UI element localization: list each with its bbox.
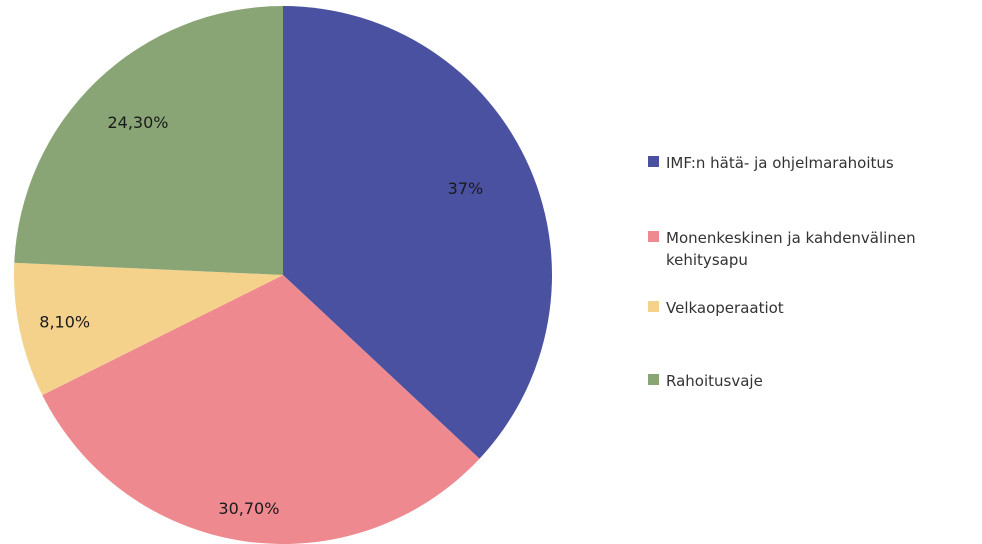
legend-label-imf: IMF:n hätä- ja ohjelmarahoitus — [666, 154, 894, 172]
pie-data-labels: 37% 30,70% 8,10% 24,30% — [39, 113, 483, 518]
legend-label-kehitysapu: Monenkeskinen ja kahdenvälinen kehitysap… — [666, 229, 916, 269]
data-label-kehitysapu: 30,70% — [218, 499, 279, 518]
legend-label-velkaoperaatiot: Velkaoperaatiot — [666, 299, 784, 317]
legend-swatch-imf — [648, 156, 659, 167]
data-label-velkaoperaatiot: 8,10% — [39, 312, 90, 331]
pie-slices — [14, 6, 553, 544]
legend-item-velkaoperaatiot: Velkaoperaatiot — [648, 297, 966, 319]
legend-swatch-kehitysapu — [648, 231, 659, 242]
pie-slice-imf — [283, 6, 553, 459]
data-label-imf: 37% — [448, 179, 484, 198]
pie-slice-kehitysapu — [42, 275, 480, 544]
legend-swatch-velkaoperaatiot — [648, 301, 659, 312]
pie-chart: 37% 30,70% 8,10% 24,30% — [14, 6, 553, 544]
pie-slice-velkaoperaatiot — [14, 262, 283, 396]
data-label-rahoitusvaje: 24,30% — [107, 113, 168, 132]
legend-item-kehitysapu: Monenkeskinen ja kahdenvälinen kehitysap… — [648, 227, 982, 271]
legend-label-rahoitusvaje: Rahoitusvaje — [666, 372, 763, 390]
pie-slice-rahoitusvaje — [14, 6, 284, 275]
legend-item-rahoitusvaje: Rahoitusvaje — [648, 370, 966, 392]
legend-item-imf: IMF:n hätä- ja ohjelmarahoitus — [648, 152, 966, 174]
legend-swatch-rahoitusvaje — [648, 374, 659, 385]
